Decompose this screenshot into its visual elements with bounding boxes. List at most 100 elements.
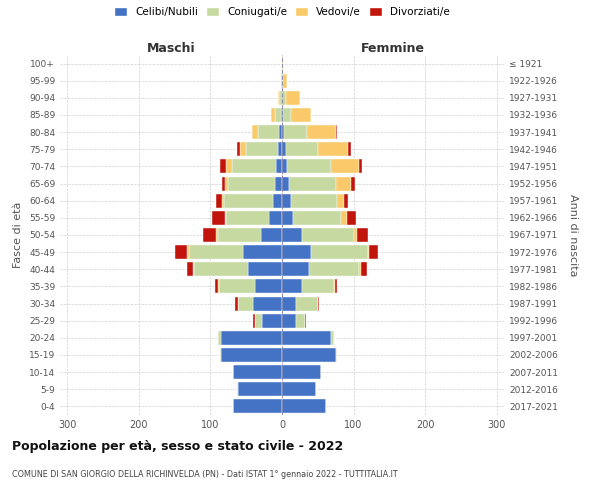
Bar: [255, 280, 282, 293]
Bar: [293, 211, 341, 225]
Bar: [241, 142, 246, 156]
Y-axis label: Fasce di età: Fasce di età: [13, 202, 23, 268]
Bar: [347, 211, 356, 225]
Bar: [221, 331, 282, 345]
Bar: [370, 245, 378, 259]
Bar: [296, 314, 305, 328]
Bar: [187, 245, 189, 259]
Bar: [194, 262, 248, 276]
Bar: [307, 125, 336, 139]
Bar: [257, 125, 279, 139]
Bar: [284, 125, 307, 139]
Bar: [282, 296, 296, 310]
Bar: [361, 262, 367, 276]
Bar: [337, 194, 344, 207]
Bar: [222, 176, 226, 190]
Bar: [193, 262, 194, 276]
Bar: [302, 228, 353, 242]
Bar: [276, 160, 282, 173]
Bar: [336, 125, 337, 139]
Bar: [216, 228, 218, 242]
Bar: [219, 280, 255, 293]
Bar: [281, 108, 282, 122]
Bar: [252, 125, 257, 139]
Bar: [238, 296, 253, 310]
Bar: [215, 280, 218, 293]
Bar: [225, 211, 226, 225]
Bar: [272, 194, 282, 207]
Text: COMUNE DI SAN GIORGIO DELLA RICHINVELDA (PN) - Dati ISTAT 1° gennaio 2022 - TUTT: COMUNE DI SAN GIORGIO DELLA RICHINVELDA …: [12, 470, 398, 479]
Y-axis label: Anni di nascita: Anni di nascita: [568, 194, 578, 276]
Bar: [262, 314, 282, 328]
Bar: [359, 262, 361, 276]
Bar: [368, 245, 370, 259]
Bar: [238, 382, 282, 396]
Bar: [220, 348, 221, 362]
Bar: [237, 142, 241, 156]
Bar: [287, 160, 331, 173]
Bar: [336, 348, 337, 362]
Bar: [357, 228, 368, 242]
Bar: [282, 280, 302, 293]
Bar: [282, 400, 326, 413]
Bar: [302, 280, 334, 293]
Bar: [269, 211, 282, 225]
Bar: [275, 108, 281, 122]
Bar: [311, 245, 368, 259]
Bar: [282, 56, 283, 70]
Bar: [290, 194, 337, 207]
Bar: [282, 194, 290, 207]
Bar: [248, 262, 282, 276]
Bar: [281, 91, 282, 105]
Bar: [334, 280, 335, 293]
Bar: [278, 142, 282, 156]
Bar: [279, 125, 282, 139]
Bar: [282, 125, 284, 139]
Bar: [216, 194, 222, 207]
Bar: [344, 194, 348, 207]
Bar: [282, 74, 283, 88]
Bar: [282, 348, 336, 362]
Bar: [203, 228, 216, 242]
Bar: [286, 142, 318, 156]
Bar: [218, 331, 221, 345]
Bar: [282, 108, 283, 122]
Legend: Celibi/Nubili, Coniugati/e, Vedovi/e, Divorziati/e: Celibi/Nubili, Coniugati/e, Vedovi/e, Di…: [110, 2, 454, 21]
Bar: [232, 160, 276, 173]
Bar: [341, 211, 347, 225]
Bar: [282, 365, 322, 379]
Bar: [352, 176, 355, 190]
Bar: [296, 296, 318, 310]
Bar: [212, 211, 225, 225]
Bar: [253, 314, 255, 328]
Bar: [282, 211, 293, 225]
Bar: [353, 228, 357, 242]
Text: Maschi: Maschi: [146, 42, 196, 55]
Bar: [275, 176, 282, 190]
Bar: [233, 400, 282, 413]
Bar: [226, 176, 228, 190]
Bar: [348, 142, 351, 156]
Bar: [331, 160, 359, 173]
Bar: [228, 176, 275, 190]
Bar: [282, 160, 287, 173]
Bar: [220, 160, 226, 173]
Bar: [278, 91, 279, 105]
Bar: [292, 108, 311, 122]
Bar: [282, 382, 316, 396]
Bar: [282, 91, 286, 105]
Bar: [255, 314, 262, 328]
Bar: [331, 331, 334, 345]
Bar: [189, 245, 242, 259]
Bar: [226, 160, 232, 173]
Bar: [282, 228, 302, 242]
Bar: [309, 262, 359, 276]
Text: Femmine: Femmine: [361, 42, 425, 55]
Bar: [282, 262, 309, 276]
Bar: [282, 331, 331, 345]
Bar: [282, 142, 286, 156]
Bar: [318, 296, 319, 310]
Bar: [226, 211, 269, 225]
Bar: [283, 74, 287, 88]
Bar: [235, 296, 238, 310]
